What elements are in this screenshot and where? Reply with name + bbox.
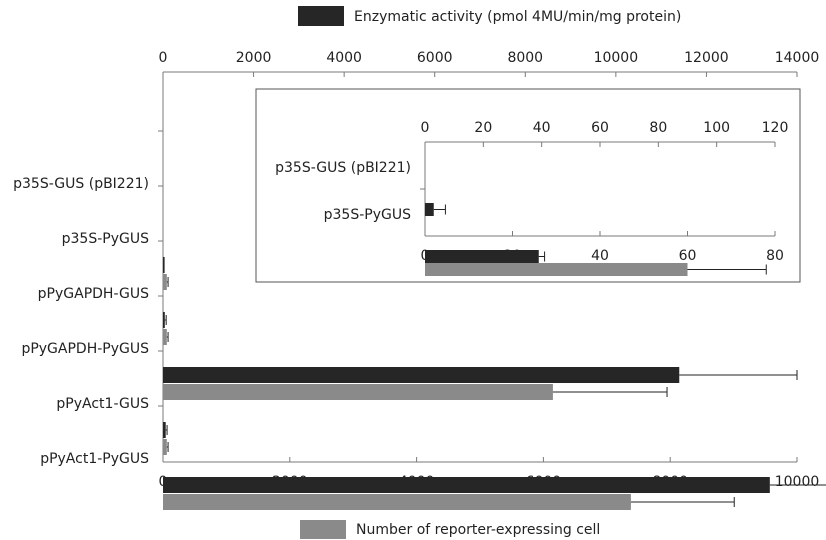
- inset-top-tick-label: 80: [649, 120, 667, 136]
- main-bar-enzymatic: [163, 367, 680, 383]
- main-top-tick-label: 12000: [684, 50, 729, 66]
- main-category-label: pPyGAPDH-GUS: [38, 286, 149, 302]
- main-category-label: pPyAct1-PyGUS: [40, 451, 149, 467]
- legend-label-enzymatic: Enzymatic activity (pmol 4MU/min/mg prot…: [354, 9, 681, 25]
- main-bar-reporter-cells: [163, 494, 631, 510]
- main-top-tick-label: 14000: [775, 50, 820, 66]
- main-bar-reporter-cells: [163, 329, 167, 345]
- inset-top-tick-label: 0: [421, 120, 430, 136]
- inset-frame: [255, 88, 801, 283]
- main-top-tick-label: 2000: [236, 50, 272, 66]
- main-bar-enzymatic: [163, 257, 165, 273]
- inset-category-label: p35S-PyGUS: [324, 207, 411, 223]
- inset-chart: 020406080100120020406080p35S-GUS (pBI221…: [255, 88, 801, 283]
- main-top-tick-label: 10000: [594, 50, 639, 66]
- main-top-tick-label: 4000: [326, 50, 362, 66]
- main-bar-reporter-cells: [163, 384, 553, 400]
- main-bar-enzymatic: [163, 422, 166, 438]
- inset-top-tick-label: 40: [533, 120, 551, 136]
- main-category-label: p35S-PyGUS: [62, 231, 149, 247]
- main-top-tick-label: 8000: [507, 50, 543, 66]
- legend-swatch-enzymatic: [298, 6, 344, 26]
- legend-swatch-reporter-cells: [300, 520, 346, 539]
- inset-top-tick-label: 20: [474, 120, 492, 136]
- main-bar-reporter-cells: [163, 274, 167, 290]
- main-top-tick-label: 0: [159, 50, 168, 66]
- main-bar-enzymatic: [163, 477, 770, 493]
- inset-bottom-tick-label: 40: [591, 248, 609, 264]
- inset-bottom-tick-label: 60: [679, 248, 697, 264]
- inset-top-tick-label: 100: [703, 120, 730, 136]
- inset-bottom-tick-label: 80: [766, 248, 784, 264]
- main-category-label: p35S-GUS (pBI221): [13, 176, 149, 192]
- legend-label-reporter-cells: Number of reporter-expressing cell: [356, 522, 600, 538]
- legend: Enzymatic activity (pmol 4MU/min/mg prot…: [298, 6, 681, 539]
- inset-bar-enzymatic: [425, 203, 434, 216]
- inset-category-label: p35S-GUS (pBI221): [275, 160, 411, 176]
- main-bar-reporter-cells: [163, 439, 167, 455]
- main-category-label: pPyAct1-GUS: [56, 396, 149, 412]
- inset-top-tick-label: 120: [762, 120, 789, 136]
- inset-bar-enzymatic: [425, 250, 539, 263]
- main-category-label: pPyGAPDH-PyGUS: [21, 341, 149, 357]
- main-top-tick-label: 6000: [417, 50, 453, 66]
- inset-top-tick-label: 60: [591, 120, 609, 136]
- main-bar-enzymatic: [163, 312, 165, 328]
- main-chart: 0200040006000800010000120001400002000400…: [13, 50, 826, 510]
- main-bottom-tick-label: 10000: [775, 474, 820, 490]
- inset-bar-reporter-cells: [425, 263, 688, 276]
